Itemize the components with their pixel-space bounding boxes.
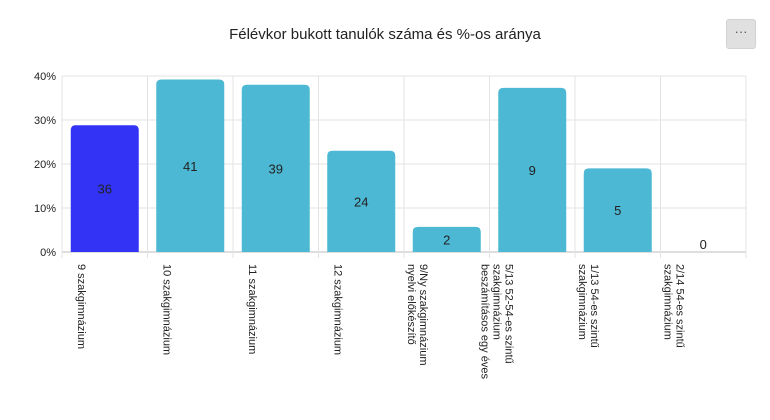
- bar: [241, 84, 310, 252]
- bars: 36 41 39 24 2 9 5 0: [70, 79, 707, 253]
- bar: [498, 87, 567, 252]
- data-label: 36: [98, 182, 112, 197]
- data-label: 24: [354, 194, 368, 209]
- x-tick-label: 2/14 54-es szintűszakgimnázium: [661, 264, 685, 348]
- chart-menu-button[interactable]: ···: [726, 19, 756, 49]
- data-label: 5: [614, 203, 621, 218]
- data-label: 41: [183, 159, 197, 174]
- bar: [412, 226, 481, 252]
- x-tick-label: 9 szakgimnázium: [75, 264, 87, 349]
- x-tick-label: 5/13 52-54-es szintűszakgimnáziumbeszámí…: [478, 264, 514, 379]
- y-tick-label: 0%: [40, 247, 56, 259]
- data-label: 9: [529, 163, 536, 178]
- bar: [327, 150, 396, 252]
- data-label: 0: [700, 237, 707, 252]
- x-tick-label: 1/13 54-es szintűszakgimnázium: [576, 264, 600, 348]
- x-axis-labels: 9 szakgimnázium 10 szakgimnázium 11 szakgi…: [75, 264, 686, 379]
- data-label: 2: [443, 232, 450, 247]
- bar: [156, 79, 225, 253]
- y-tick-label: 30%: [34, 115, 56, 127]
- y-tick-label: 10%: [34, 203, 56, 215]
- bar: [70, 125, 139, 252]
- bar: [583, 168, 652, 252]
- x-tick-label: 10 szakgimnázium: [160, 264, 172, 355]
- data-label: 39: [269, 161, 283, 176]
- x-tick-label: 11 szakgimnázium: [246, 264, 258, 354]
- chart-title: Félévkor bukott tanulók száma és %-os ar…: [229, 26, 541, 43]
- y-tick-label: 40%: [34, 71, 56, 83]
- more-horizontal-icon: ···: [734, 24, 748, 39]
- y-axis-ticks: 0% 10% 20% 30% 40%: [34, 71, 56, 259]
- y-tick-label: 20%: [34, 159, 56, 171]
- x-tick-label: 9/Ny szakgimnáziumnyelvi előkészítő: [405, 264, 429, 365]
- x-tick-label: 12 szakgimnázium: [331, 264, 343, 355]
